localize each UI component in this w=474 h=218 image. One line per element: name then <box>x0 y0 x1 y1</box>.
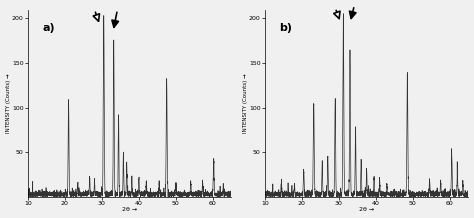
X-axis label: 2θ →: 2θ → <box>122 208 137 213</box>
X-axis label: 2θ →: 2θ → <box>359 208 374 213</box>
Y-axis label: INTENSITY (Counts) →: INTENSITY (Counts) → <box>6 73 10 133</box>
Text: a): a) <box>42 23 55 33</box>
Text: b): b) <box>279 23 292 33</box>
Y-axis label: INTENSITY (Counts) →: INTENSITY (Counts) → <box>243 73 247 133</box>
